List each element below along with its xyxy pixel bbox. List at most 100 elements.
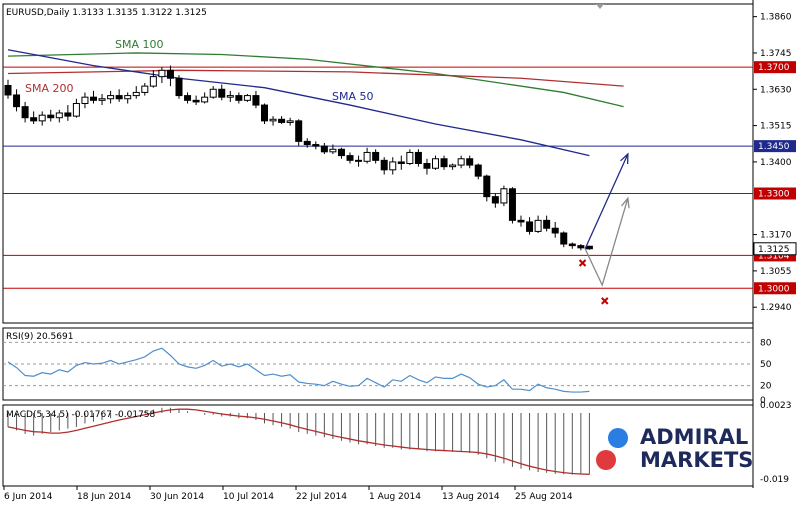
candle-body — [21, 106, 29, 119]
candle-body — [440, 158, 448, 168]
candle-body — [132, 91, 140, 97]
candle-body — [372, 151, 380, 161]
rsi-tick-label: 20 — [760, 382, 772, 392]
candle-body — [175, 77, 183, 97]
level-price-tag — [754, 187, 796, 200]
candle-body — [474, 164, 482, 177]
candle-body — [389, 161, 397, 171]
macd-tick-label: -0.019 — [760, 475, 789, 485]
candle-body — [243, 95, 251, 101]
rsi-line — [7, 347, 590, 393]
candle-body — [149, 76, 157, 87]
candle-body — [226, 95, 234, 98]
level-price-label: 1.3700 — [758, 63, 790, 73]
time-tick-label: 18 Jun 2014 — [77, 492, 131, 502]
candle-body — [585, 245, 593, 250]
current-price-tag — [753, 242, 797, 256]
candle-body — [252, 95, 260, 106]
candle-body — [278, 118, 286, 123]
candle-body — [517, 219, 525, 223]
sma-label: SMA 50 — [332, 90, 374, 103]
price-tick-label: 1.3515 — [760, 122, 792, 132]
candle-body — [141, 85, 149, 93]
target-x-mark — [578, 259, 587, 267]
candle-body — [508, 188, 516, 221]
level-price-label: 1.3000 — [758, 284, 790, 294]
projection-line — [584, 153, 629, 250]
projection-arrowhead — [620, 152, 629, 165]
rsi-panel-header: RSI(9) 20.5691 — [6, 332, 74, 342]
price-tick-label: 1.3745 — [760, 49, 792, 59]
candle-body — [166, 69, 174, 79]
level-price-tag — [754, 140, 796, 153]
sma-line — [7, 69, 624, 87]
candle-body — [500, 188, 508, 204]
level-price-label: 1.3450 — [758, 142, 790, 152]
candle-body — [30, 117, 38, 122]
candle-body — [457, 158, 465, 166]
price-tick-label: 1.3630 — [760, 85, 792, 95]
projection-line — [584, 198, 629, 287]
candle-body — [286, 120, 294, 123]
candle-body — [72, 102, 80, 117]
candle-body — [543, 219, 551, 229]
candle-body — [449, 164, 457, 168]
macd-panel-header: MACD(5,34,5) -0.01767 -0.01758 — [6, 410, 156, 420]
macd-tick-label: 0.0023 — [760, 401, 792, 411]
price-tick-label: 1.3400 — [760, 158, 792, 168]
candle-body — [551, 227, 559, 234]
panel-frame — [2, 3, 754, 324]
logo-red-dot — [596, 450, 616, 470]
candle-body — [303, 140, 311, 146]
sma-label: SMA 200 — [25, 82, 74, 95]
level-price-tag — [754, 282, 796, 295]
candle-body — [38, 114, 46, 122]
candle-body — [577, 245, 585, 249]
level-price-tag — [754, 61, 796, 74]
candle-body — [47, 114, 55, 119]
logo-text-line2: MARKETS — [640, 448, 754, 472]
rsi-tick-label: 0 — [760, 396, 766, 406]
macd-signal-line — [7, 408, 590, 475]
candle-body — [406, 151, 414, 164]
rsi-tick-label: 50 — [760, 360, 772, 370]
candle-body — [55, 112, 63, 119]
time-tick-label: 25 Aug 2014 — [515, 492, 573, 502]
time-tick-label: 10 Jul 2014 — [223, 492, 274, 502]
candle-body — [397, 161, 405, 164]
candle-body — [98, 98, 106, 101]
price-panel-header: EURUSD,Daily 1.3133 1.3135 1.3122 1.3125 — [6, 8, 207, 18]
time-tick-label: 6 Jun 2014 — [4, 492, 53, 502]
price-tick-label: 1.2940 — [760, 303, 792, 313]
candle-body — [312, 144, 320, 147]
candle-body — [568, 243, 576, 247]
price-tick-label: 1.3170 — [760, 231, 792, 241]
logo-blue-dot — [608, 428, 628, 448]
price-tick-label: 1.3055 — [760, 267, 792, 277]
level-price-label: 1.3300 — [758, 190, 790, 200]
candle-body — [560, 232, 568, 245]
candle-body — [295, 120, 303, 142]
current-price-label: 1.3125 — [758, 245, 790, 255]
candle-body — [209, 88, 217, 98]
candle-body — [526, 221, 534, 232]
candle-body — [466, 158, 474, 166]
candle-body — [483, 175, 491, 198]
rsi-tick-label: 80 — [760, 338, 772, 348]
candle-body — [423, 163, 431, 169]
candle-body — [107, 95, 115, 100]
candle-body — [192, 99, 200, 103]
candle-body — [124, 95, 132, 100]
candle-body — [491, 196, 499, 204]
chart-shift-marker — [596, 4, 604, 9]
sma-label: SMA 100 — [115, 38, 164, 51]
candle-body — [380, 159, 388, 171]
candle-body — [115, 95, 123, 100]
candle-body — [235, 95, 243, 101]
candle-body — [320, 145, 328, 153]
price-tick-label: 1.3860 — [760, 13, 792, 23]
sma-line — [7, 49, 590, 157]
candle-body — [337, 148, 345, 157]
candle-body — [414, 151, 422, 164]
